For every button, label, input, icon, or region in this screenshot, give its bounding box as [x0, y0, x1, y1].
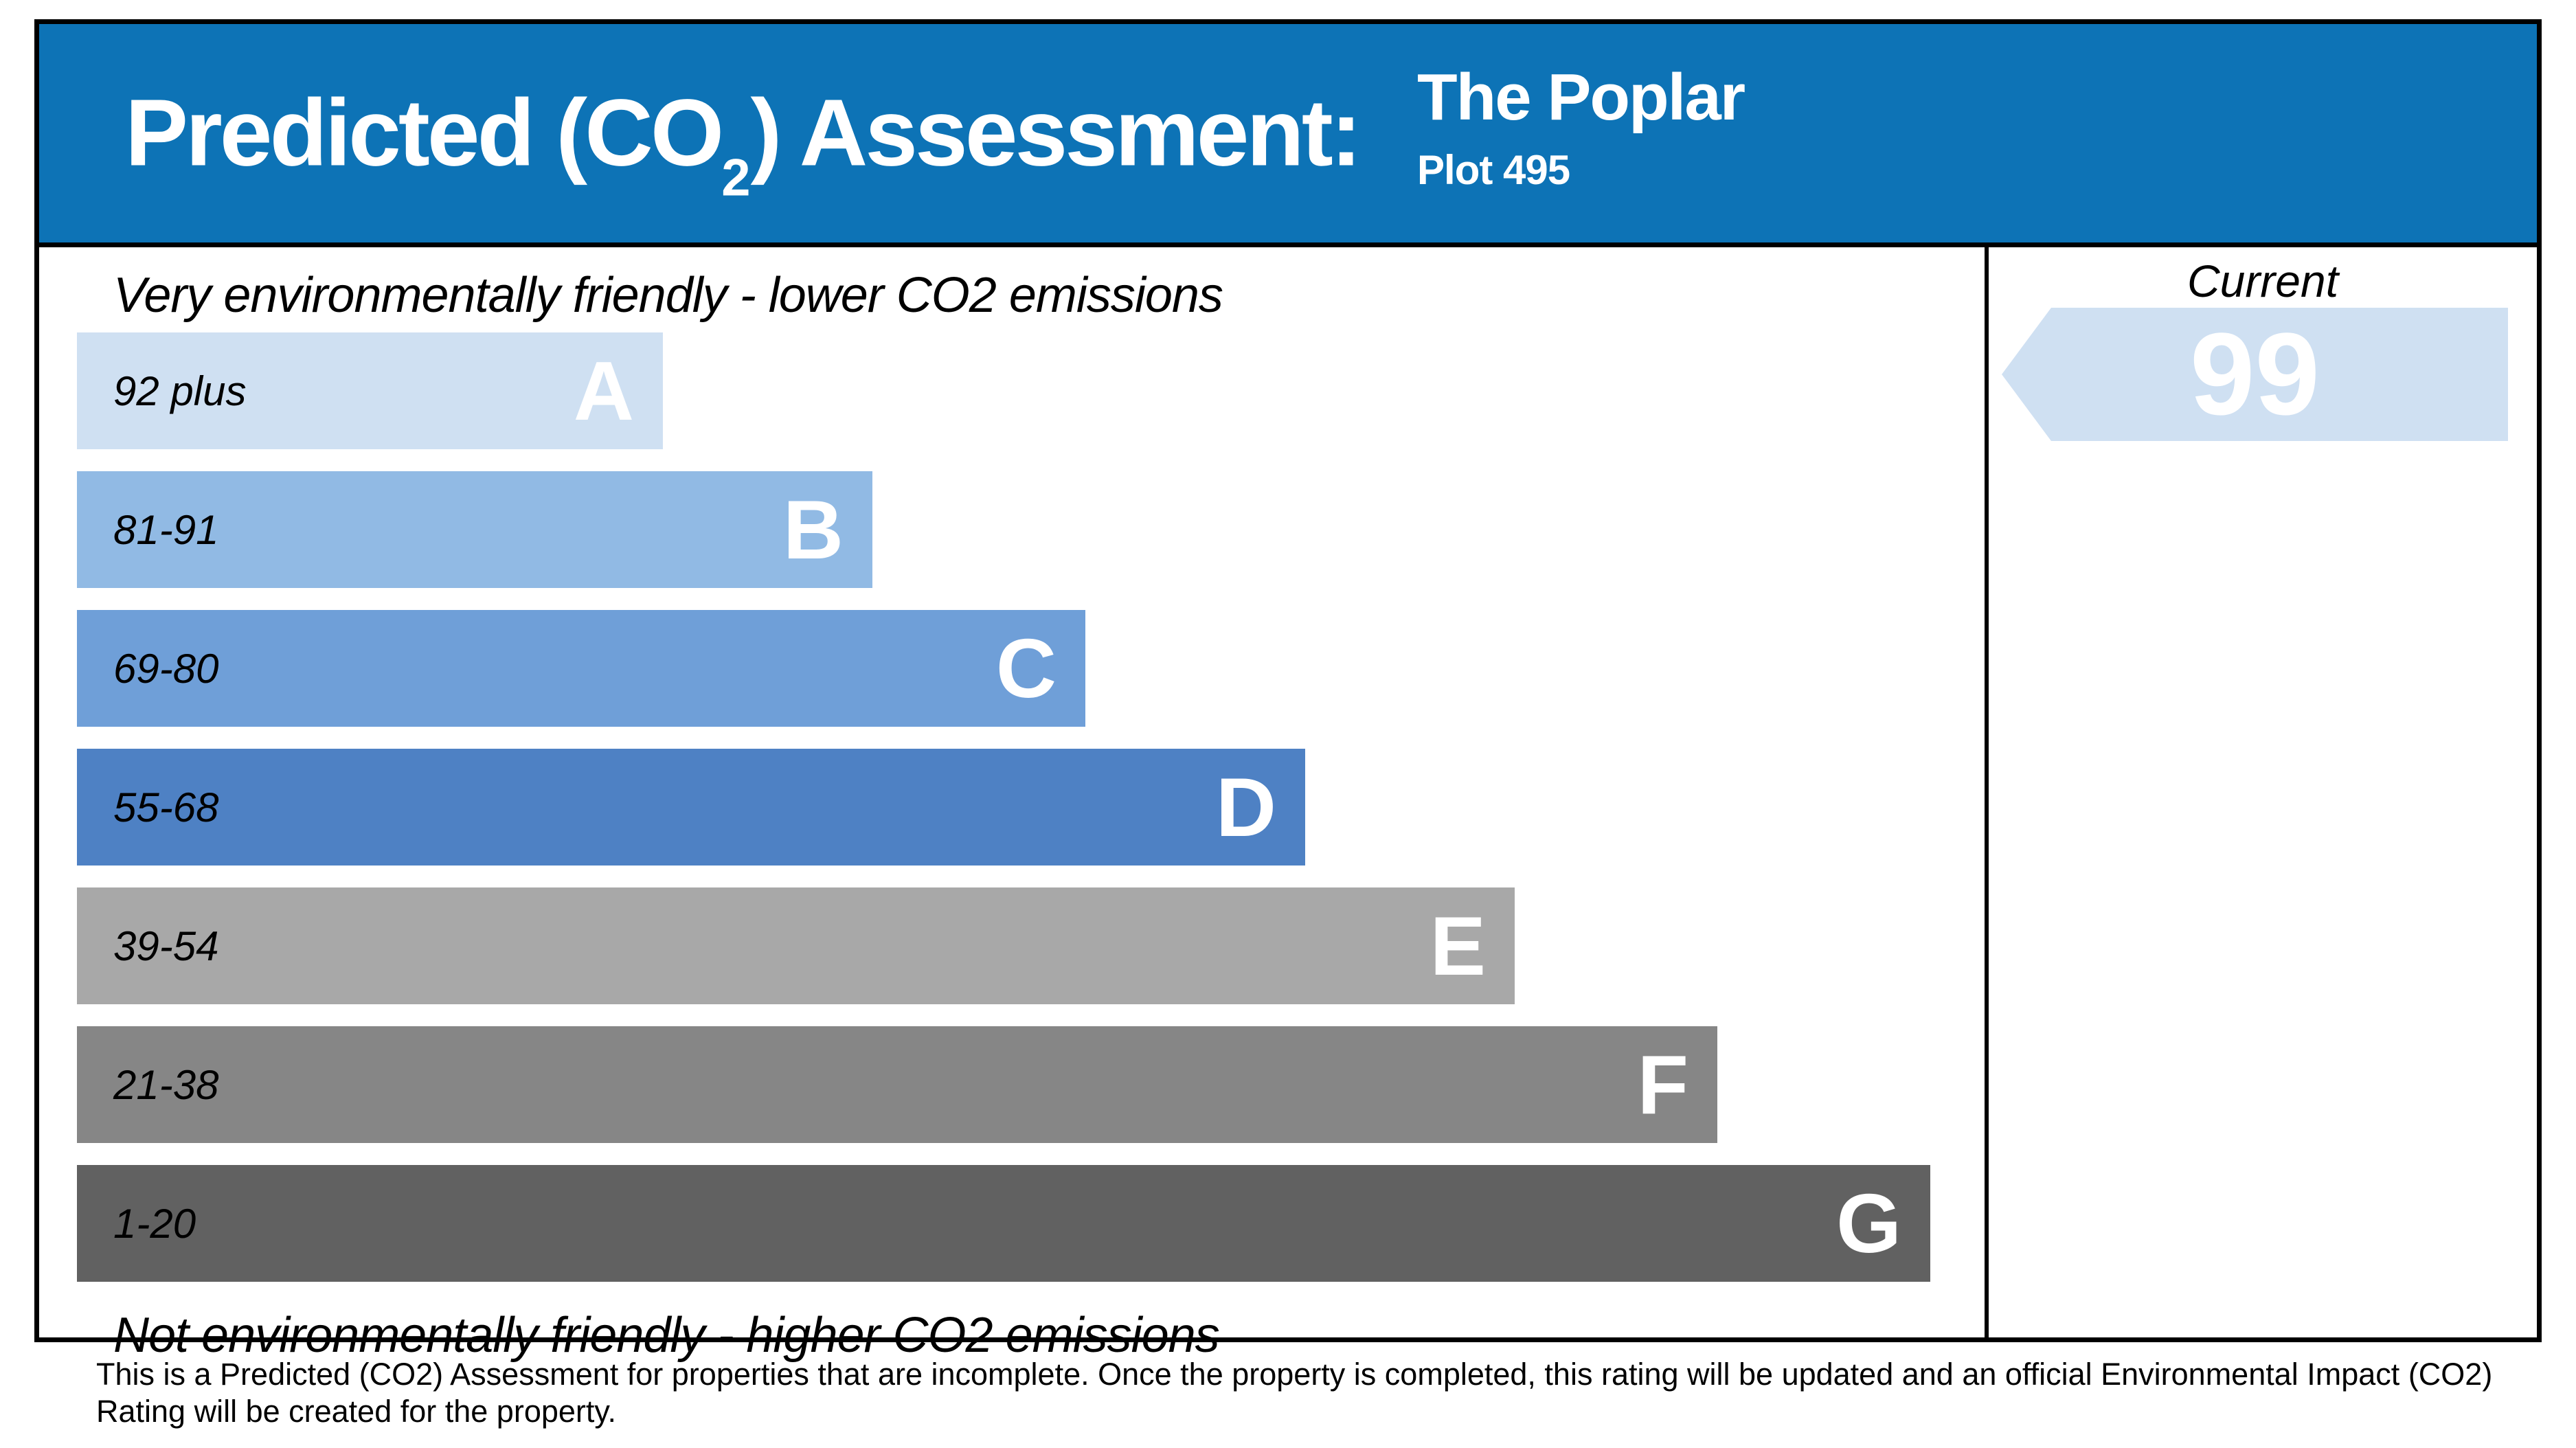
title-suffix: ) Assessment: [750, 80, 1362, 186]
band-row-g: 1-20 G [77, 1165, 1930, 1282]
chart-header: Predicted (CO2) Assessment: The Poplar P… [39, 24, 2537, 247]
property-name: The Poplar [1417, 60, 1745, 134]
band-range-label: 81-91 [113, 506, 219, 553]
band-row-b: 81-91 B [77, 471, 872, 588]
band-letter: C [995, 622, 1057, 715]
property-block: The Poplar Plot 495 [1417, 60, 1745, 194]
current-column-label: Current [2187, 256, 2339, 306]
band-row-a: 92 plus A [77, 332, 663, 449]
band-letter: F [1637, 1038, 1688, 1131]
bands: 92 plus A 81-91 B 69-80 C 55-68 D 39-54 E 21-38 F 1-… [39, 332, 1985, 1282]
bottom-caption: Not environmentally friendly - higher CO… [113, 1308, 1220, 1363]
rating-scale-column: Very environmentally friendly - lower CO… [39, 247, 1989, 1363]
current-rating-column: Current 99 [1989, 247, 2537, 1337]
band-range-label: 55-68 [113, 784, 219, 830]
footnote-line-1: This is a Predicted (CO2) Assessment for… [96, 1357, 2493, 1392]
band-range-label: 1-20 [113, 1200, 196, 1247]
footnote-line-2: Rating will be created for the property. [96, 1394, 617, 1429]
title-subscript: 2 [721, 148, 751, 207]
band-range-label: 21-38 [113, 1061, 219, 1108]
title-prefix: Predicted (CO [125, 80, 724, 186]
page-title: Predicted (CO2) Assessment: [125, 79, 1362, 207]
band-letter: G [1836, 1177, 1901, 1270]
band-letter: B [782, 483, 844, 576]
band-range-label: 69-80 [113, 645, 219, 692]
top-caption: Very environmentally friendly - lower CO… [113, 268, 1223, 323]
assessment-chart: Predicted (CO2) Assessment: The Poplar P… [34, 19, 2542, 1363]
band-range-label: 92 plus [113, 367, 247, 414]
band-letter: E [1430, 899, 1486, 993]
band-letter: A [573, 344, 634, 438]
band-range-label: 39-54 [113, 923, 219, 969]
current-rating-value: 99 [2189, 309, 2320, 440]
property-plot: Plot 495 [1417, 147, 1570, 193]
chart-body: Very environmentally friendly - lower CO… [39, 247, 2537, 1363]
band-letter: D [1215, 760, 1276, 854]
current-rating-arrow: 99 [2002, 308, 2508, 441]
band-row-e: 39-54 E [77, 887, 1515, 1004]
band-row-c: 69-80 C [77, 610, 1085, 727]
band-row-f: 21-38 F [77, 1026, 1717, 1143]
footnote: This is a Predicted (CO2) Assessment for… [96, 1356, 2555, 1430]
band-row-d: 55-68 D [77, 749, 1305, 866]
